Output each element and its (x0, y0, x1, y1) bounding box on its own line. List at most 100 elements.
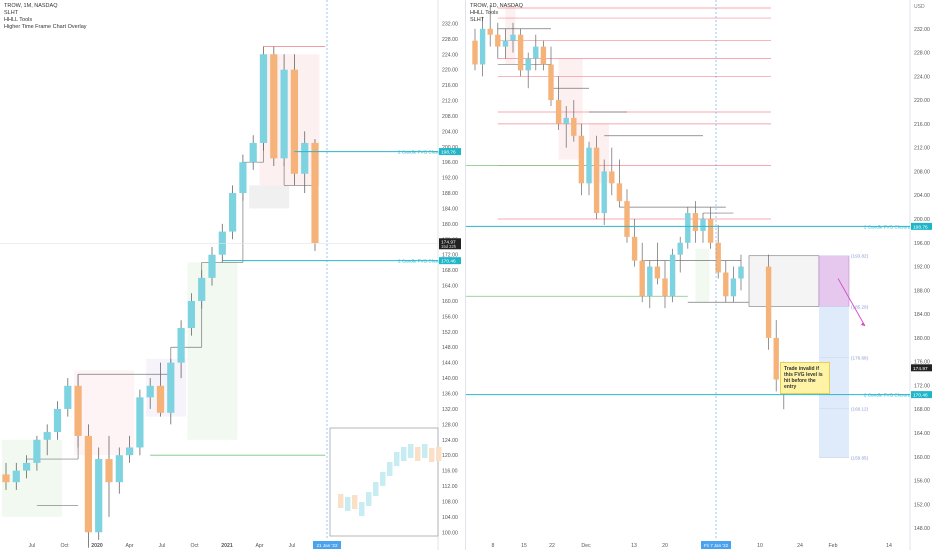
candle-body (249, 142, 257, 163)
crosshair-time-label: 21 Jan '22 (316, 543, 338, 548)
price-tick-label: 216.00 (442, 83, 458, 89)
symbol-label[interactable]: TROW, 1D, NASDAQ (470, 3, 523, 9)
candle-body (115, 455, 123, 483)
htf-candle (366, 492, 372, 506)
fvg-zone (74, 370, 135, 456)
htf-candle (436, 447, 442, 461)
candle-body (33, 439, 41, 463)
candle-body (700, 219, 706, 231)
candle-body (146, 385, 154, 398)
price-marker (439, 257, 461, 265)
price-tick-label: 164.00 (442, 284, 458, 290)
htf-candle (415, 447, 421, 461)
price-tick-label: 212.00 (914, 146, 930, 152)
candle-body (540, 46, 547, 65)
candle-body (730, 278, 737, 297)
daily-chart-canvas[interactable]: (193.82) (185.29) (176.68) (168.12) (159.85)… (466, 0, 932, 550)
indicator-label[interactable]: HHLL Tools (4, 17, 33, 23)
price-tick-label: 144.00 (442, 361, 458, 367)
candle-body (105, 459, 113, 483)
candle-body (563, 117, 569, 124)
price-tick-label: 172.00 (914, 383, 930, 389)
indicator-label[interactable]: SLHT (470, 17, 485, 23)
fvg-zone (259, 54, 320, 186)
monthly-chart-canvas[interactable]: 232.00 228.00 224.00 220.00 216.00 212.00 208.… (0, 0, 465, 550)
candle-body (510, 34, 516, 41)
time-tick-label: Apr (255, 543, 263, 549)
htf-candle (408, 444, 414, 458)
pane-divider[interactable] (465, 0, 466, 550)
price-tick-label: 184.00 (914, 312, 930, 318)
price-tick-label: 160.00 (442, 299, 458, 305)
price-tick-label: 104.00 (442, 515, 458, 521)
candle-body (23, 462, 31, 471)
price-tick-label: 124.00 (442, 438, 458, 444)
htf-candle (387, 462, 393, 476)
candle-body (12, 470, 20, 483)
fvg-closure-label: 2 Candle FVG Closure (398, 259, 445, 264)
projection-label: (159.85) (851, 456, 869, 461)
candle-body (487, 28, 493, 35)
price-marker (911, 391, 932, 399)
candle-body (208, 254, 216, 278)
price-tick-label: 200.00 (914, 217, 930, 223)
candle-body (517, 34, 524, 71)
indicator-label[interactable]: SLHT (4, 10, 19, 16)
candle-body (715, 242, 721, 273)
target-box (818, 255, 850, 307)
price-tick-label: 152.00 (914, 502, 930, 508)
htf-candle (352, 495, 358, 509)
price-tick-label: 228.00 (442, 37, 458, 43)
price-tick-label: 132.00 (442, 407, 458, 413)
candle-body (548, 64, 554, 101)
candle-body (586, 147, 592, 184)
price-tick-label: 220.00 (442, 68, 458, 74)
candle-body (270, 54, 278, 159)
price-tick-label: 192.00 (442, 176, 458, 182)
time-tick-label: 10 (757, 543, 763, 549)
price-tick-label: 232.00 (442, 21, 458, 27)
candle-body (74, 385, 82, 436)
candle-body (738, 266, 744, 279)
candle-body (136, 397, 144, 448)
indicator-label[interactable]: Higher Time Frame Chart Overlay (4, 24, 87, 30)
fvg-closure-label: 2 Candle FVG Closure (398, 150, 445, 155)
candle-body (677, 242, 683, 255)
daily-chart-legend: TROW, 1D, NASDAQ HHLL Tools SLHT (470, 3, 523, 24)
symbol-label[interactable]: TROW, 1M, NASDAQ (4, 3, 58, 9)
price-tick-label: 116.00 (442, 469, 458, 475)
price-tick-label: 188.00 (442, 191, 458, 197)
candle-body (495, 34, 501, 47)
candle-body (773, 337, 779, 380)
projection-label: (176.68) (851, 356, 869, 361)
daily-chart-pane[interactable]: (193.82) (185.29) (176.68) (168.12) (159.85)… (466, 0, 932, 550)
price-marker (911, 222, 932, 230)
candle-body (601, 171, 607, 214)
monthly-chart-pane[interactable]: 232.00 228.00 224.00 220.00 216.00 212.00 208.… (0, 0, 465, 550)
crosshair-time-marker (701, 541, 731, 549)
candle-body (533, 46, 539, 59)
indicator-label[interactable]: HHLL Tools (470, 10, 499, 16)
candle-body (84, 435, 92, 533)
fvg-zone (558, 58, 583, 160)
countdown-label: 15d 22h (441, 244, 457, 249)
price-tick-label: 140.00 (442, 376, 458, 382)
candle-body (571, 117, 577, 136)
candle-body (593, 147, 600, 214)
time-tick-label: 22 (549, 543, 555, 549)
time-tick-label: Jul (159, 543, 166, 549)
price-marker-label: 198.76 (913, 224, 928, 230)
price-tick-label: 168.00 (442, 268, 458, 274)
trade-invalid-note: Trade invalid if this FVG level is hit b… (780, 362, 830, 394)
htf-candle (429, 448, 435, 462)
time-tick-label: Jul (289, 543, 296, 549)
price-tick-label: 128.00 (442, 422, 458, 428)
htf-candle (338, 494, 344, 508)
candle-body (654, 266, 661, 279)
price-tick-label: 120.00 (442, 453, 458, 459)
htf-candle (373, 482, 379, 496)
price-tick-label: 152.00 (442, 330, 458, 336)
candle-body (472, 40, 478, 65)
projection-arrow-head (861, 322, 865, 326)
price-tick-label: 100.00 (442, 530, 458, 536)
